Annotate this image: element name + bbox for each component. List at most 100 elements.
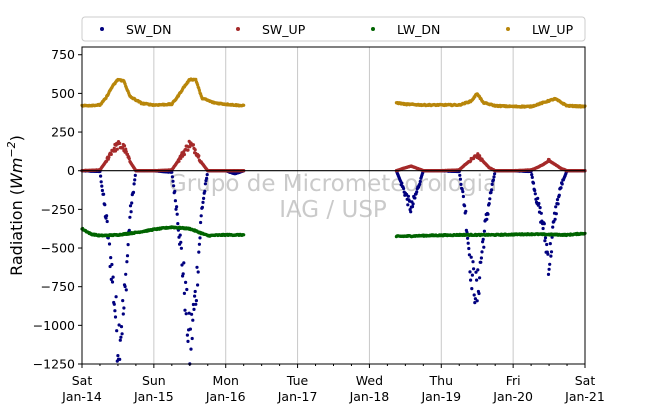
data-point bbox=[187, 311, 191, 315]
legend-entry: LW_DN bbox=[397, 22, 440, 37]
data-point bbox=[124, 150, 128, 154]
data-point bbox=[549, 250, 554, 254]
watermark: Grupo de Micrometeorologia IAG / USP bbox=[169, 171, 497, 223]
data-point bbox=[113, 315, 118, 319]
data-point bbox=[480, 250, 484, 254]
data-point bbox=[118, 338, 122, 342]
data-point bbox=[131, 190, 136, 194]
legend-entry: LW_UP bbox=[532, 22, 574, 37]
data-point bbox=[488, 197, 492, 201]
data-point bbox=[492, 175, 496, 179]
data-point bbox=[468, 270, 472, 274]
data-point bbox=[543, 239, 547, 243]
data-point bbox=[464, 209, 468, 213]
data-point bbox=[188, 145, 192, 149]
data-point bbox=[482, 245, 486, 249]
x-tick-day: Mon bbox=[213, 373, 239, 388]
data-point bbox=[121, 299, 125, 303]
data-point bbox=[479, 260, 483, 264]
data-point bbox=[547, 267, 551, 271]
legend: SW_DN SW_UP LW_DN LW_UP bbox=[81, 16, 586, 42]
data-point bbox=[200, 205, 204, 209]
legend-box bbox=[81, 16, 586, 42]
data-point bbox=[191, 143, 195, 147]
data-point bbox=[242, 103, 246, 107]
x-tick-day: Thu bbox=[429, 373, 453, 388]
y-tick-label: 500 bbox=[51, 86, 75, 101]
data-point bbox=[191, 318, 195, 322]
x-tick-day: Sat bbox=[575, 373, 596, 388]
data-point bbox=[125, 254, 130, 258]
data-point bbox=[125, 260, 129, 264]
data-point bbox=[124, 288, 128, 292]
data-point bbox=[407, 199, 412, 203]
data-point bbox=[109, 277, 113, 281]
data-point bbox=[175, 212, 179, 216]
data-point bbox=[533, 188, 537, 193]
x-tick-label: Jan-16 bbox=[205, 389, 246, 404]
data-point bbox=[192, 307, 196, 311]
legend-marker bbox=[371, 27, 375, 31]
data-point bbox=[107, 155, 111, 159]
y-tick-label: −250 bbox=[41, 202, 75, 217]
data-point bbox=[132, 182, 136, 186]
data-point bbox=[458, 173, 462, 177]
data-point bbox=[127, 228, 131, 232]
y-tick-label: −1000 bbox=[33, 318, 75, 333]
data-point bbox=[557, 193, 561, 197]
x-tick-label: Jan-20 bbox=[492, 389, 533, 404]
x-tick-day: Wed bbox=[356, 373, 383, 388]
legend-entry: SW_DN bbox=[126, 22, 172, 37]
y-axis-label: Radiation (Wm−2) bbox=[5, 135, 26, 276]
x-tick-day: Fri bbox=[506, 373, 521, 388]
data-point bbox=[112, 146, 116, 150]
data-point bbox=[116, 354, 120, 358]
data-point bbox=[122, 144, 127, 148]
data-point bbox=[202, 196, 206, 200]
data-point bbox=[242, 233, 246, 237]
data-point bbox=[470, 287, 474, 291]
data-point bbox=[490, 182, 494, 186]
data-point bbox=[489, 190, 493, 195]
data-point bbox=[133, 178, 137, 182]
x-axis: SatJan-14SunJan-15MonJan-16TueJan-17WedJ… bbox=[61, 364, 605, 404]
data-point bbox=[122, 306, 126, 310]
data-point bbox=[539, 211, 543, 215]
data-point bbox=[469, 278, 473, 282]
watermark-line-1: Grupo de Micrometeorologia bbox=[169, 171, 497, 197]
data-point bbox=[460, 187, 464, 191]
data-point bbox=[179, 246, 183, 250]
y-tick-label: 250 bbox=[51, 125, 75, 140]
data-point bbox=[538, 206, 542, 210]
data-point bbox=[473, 297, 477, 301]
y-tick-label: 0 bbox=[67, 163, 75, 178]
data-point bbox=[127, 157, 131, 161]
data-point bbox=[110, 280, 115, 284]
data-point bbox=[119, 325, 124, 329]
data-point bbox=[533, 192, 537, 196]
x-tick-label: Jan-21 bbox=[564, 389, 605, 404]
data-point bbox=[194, 77, 198, 81]
data-point bbox=[115, 147, 119, 151]
data-point bbox=[418, 179, 422, 184]
data-point bbox=[170, 175, 174, 179]
data-point bbox=[120, 332, 124, 336]
data-point bbox=[560, 182, 564, 186]
data-point bbox=[467, 246, 471, 251]
data-point bbox=[194, 299, 198, 303]
data-point bbox=[107, 242, 112, 246]
data-point bbox=[400, 181, 404, 185]
data-point bbox=[486, 212, 490, 216]
data-point bbox=[411, 202, 415, 206]
y-tick-label: −1250 bbox=[33, 357, 75, 372]
data-point bbox=[487, 202, 491, 206]
data-point bbox=[471, 260, 475, 264]
data-point bbox=[402, 186, 406, 191]
y-axis: 750 500 250 0 −250 −500 −750 −1000 −1250 bbox=[33, 47, 82, 372]
data-point bbox=[199, 220, 203, 225]
data-point bbox=[542, 222, 546, 226]
data-point bbox=[117, 323, 121, 327]
series-sw-up bbox=[80, 139, 587, 173]
data-point bbox=[186, 148, 190, 152]
data-point bbox=[530, 173, 534, 177]
